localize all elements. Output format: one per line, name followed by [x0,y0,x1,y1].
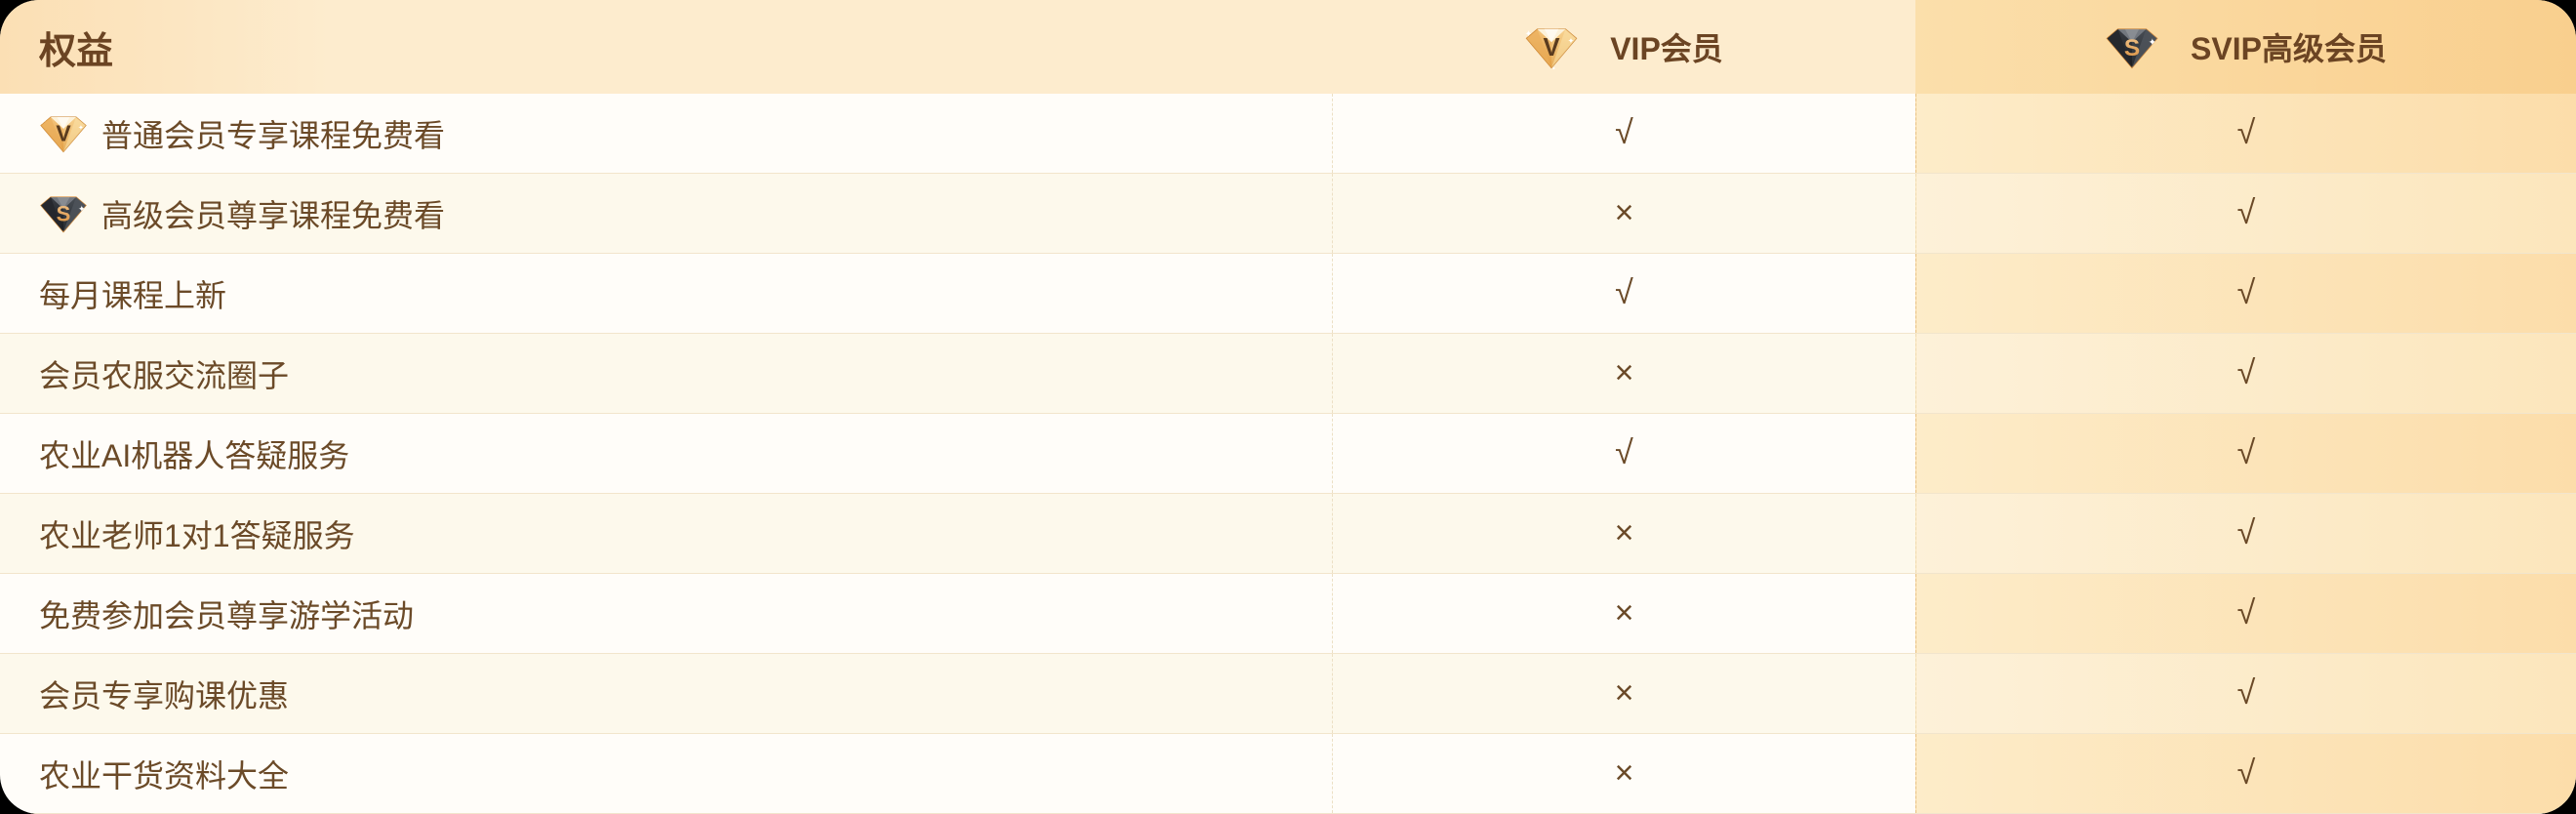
svg-text:✦: ✦ [63,150,67,153]
svg-text:✦: ✦ [40,117,47,126]
svg-text:V: V [56,121,71,146]
svg-text:V: V [1544,34,1560,61]
svg-text:✦: ✦ [1525,29,1533,39]
svg-text:✦: ✦ [1551,65,1556,69]
svg-text:✦: ✦ [78,204,86,214]
svg-text:✦: ✦ [78,124,84,132]
svg-text:S: S [57,202,71,226]
svg-text:S: S [2124,35,2140,61]
svg-text:✦: ✦ [2149,38,2156,49]
svg-text:✦: ✦ [1568,36,1575,45]
